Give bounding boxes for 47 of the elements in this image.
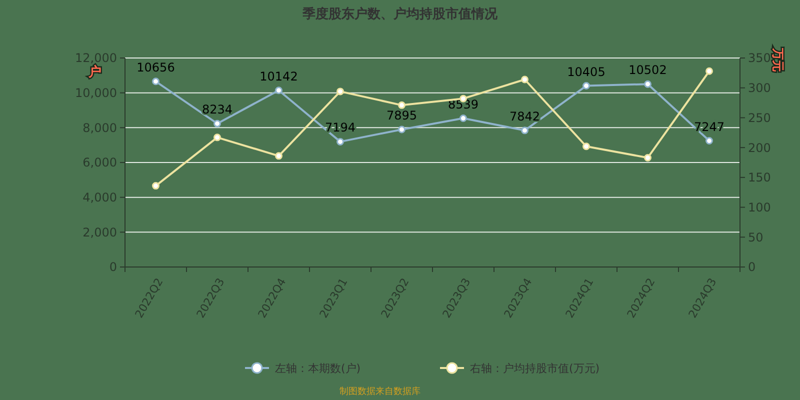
point xyxy=(152,182,160,190)
y2-axis-title: 万元 xyxy=(771,47,785,72)
y-tick-label: 8,000 xyxy=(82,120,117,135)
point xyxy=(336,138,344,146)
data-label: 10502 xyxy=(628,63,667,78)
legend-label: 右轴：户均持股市值(万元) xyxy=(470,362,600,375)
y-tick-label: 0 xyxy=(109,260,117,274)
y2-tick-label: 100 xyxy=(748,200,771,214)
point xyxy=(398,126,406,134)
point xyxy=(521,76,528,84)
data-label: 10142 xyxy=(260,69,298,84)
y-tick-label: 4,000 xyxy=(82,190,117,205)
point xyxy=(152,78,160,86)
point xyxy=(582,142,590,150)
point xyxy=(706,137,713,145)
y2-tick-label: 250 xyxy=(748,110,771,125)
y2-tick-label: 0 xyxy=(748,260,756,274)
text: 制图数据来自数据库 xyxy=(340,386,420,397)
data-label: 7895 xyxy=(386,108,418,122)
point xyxy=(582,82,590,90)
y2-tick-label: 350 xyxy=(748,51,771,66)
point xyxy=(275,86,282,94)
y-tick-label: 6,000 xyxy=(82,156,117,170)
data-label: 10405 xyxy=(567,64,606,79)
point xyxy=(644,80,652,88)
chart-title: 季度股东户数、户均持股市值情况 xyxy=(302,6,498,22)
point xyxy=(521,126,528,134)
point xyxy=(275,152,282,160)
y-tick-label: 10,000 xyxy=(75,86,117,100)
data-label: 7842 xyxy=(509,109,540,124)
point xyxy=(398,101,406,109)
y2-tick-label: 200 xyxy=(748,140,771,155)
point xyxy=(214,120,221,128)
point xyxy=(336,88,344,96)
y2-tick-label: 150 xyxy=(748,170,771,185)
point xyxy=(460,114,467,122)
data-label: 8234 xyxy=(202,102,233,117)
legend-label: 左轴：本期数(户) xyxy=(275,362,361,375)
point xyxy=(644,154,652,162)
point xyxy=(214,134,221,142)
y-tick-label: 12,000 xyxy=(75,51,117,66)
y2-tick-label: 50 xyxy=(748,230,764,244)
y-tick-label: 2,000 xyxy=(82,225,117,240)
y2-tick-label: 300 xyxy=(748,81,771,96)
y-axis-title: 户 xyxy=(88,64,102,80)
data-label: 10656 xyxy=(136,60,175,74)
point xyxy=(706,67,713,75)
